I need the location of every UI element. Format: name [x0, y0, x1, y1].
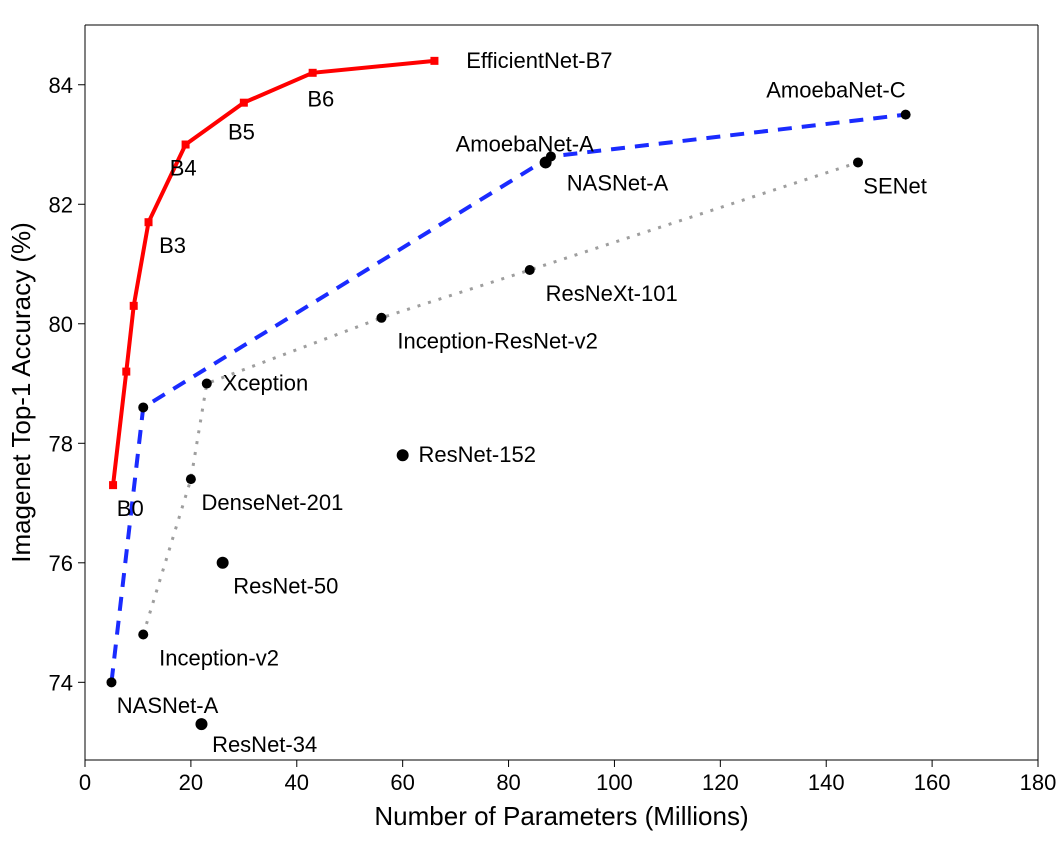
point-label: B6 [307, 87, 334, 112]
marker-efficientnet-line [430, 57, 438, 65]
point-label: AmoebaNet-A [456, 132, 595, 157]
marker-nasnet-line [106, 677, 116, 687]
point-label: Xception [223, 371, 309, 396]
point-label: B4 [170, 155, 197, 180]
marker-nasnet-line [901, 110, 911, 120]
marker-resnet-line [525, 265, 535, 275]
point-label: DenseNet-201 [201, 490, 343, 515]
marker-nasnet-line [138, 402, 148, 412]
y-axis-label: Imagenet Top-1 Accuracy (%) [6, 222, 36, 563]
y-tick-label: 74 [49, 670, 73, 695]
marker-efficientnet-line [309, 69, 317, 77]
x-tick-label: 60 [390, 770, 414, 795]
y-tick-label: 80 [49, 312, 73, 337]
x-tick-label: 80 [496, 770, 520, 795]
marker-resnet-line [138, 630, 148, 640]
y-tick-label: 78 [49, 431, 73, 456]
marker-efficientnet-line [109, 481, 117, 489]
point-label: AmoebaNet-C [766, 78, 906, 103]
point-label: ResNet-152 [419, 442, 536, 467]
point-label: ResNet-34 [212, 732, 317, 757]
x-tick-label: 140 [808, 770, 845, 795]
marker-resnet-line [853, 157, 863, 167]
marker-efficientnet-line [130, 302, 138, 310]
x-tick-label: 40 [285, 770, 309, 795]
x-tick-label: 160 [914, 770, 951, 795]
point-label: B0 [117, 496, 144, 521]
marker-efficientnet-line [122, 368, 130, 376]
point-label: B5 [228, 120, 255, 145]
x-tick-label: 0 [79, 770, 91, 795]
point-label: B3 [159, 233, 186, 258]
x-tick-label: 180 [1020, 770, 1057, 795]
x-tick-label: 100 [596, 770, 633, 795]
scatter-point [397, 449, 409, 461]
x-axis-label: Number of Parameters (Millions) [374, 801, 748, 831]
point-label: NASNet-A [567, 170, 669, 195]
point-label: EfficientNet-B7 [466, 48, 612, 73]
point-label: ResNeXt-101 [546, 281, 678, 306]
point-label: NASNet-A [117, 693, 219, 718]
marker-resnet-line [376, 313, 386, 323]
marker-efficientnet-line [145, 218, 153, 226]
y-tick-label: 82 [49, 192, 73, 217]
point-label: SENet [863, 173, 927, 198]
scatter-point [217, 557, 229, 569]
marker-efficientnet-line [182, 141, 190, 149]
x-tick-label: 20 [179, 770, 203, 795]
point-label: Inception-ResNet-v2 [397, 329, 598, 354]
y-tick-label: 84 [49, 73, 73, 98]
x-tick-label: 120 [702, 770, 739, 795]
marker-efficientnet-line [240, 99, 248, 107]
accuracy-vs-params-chart: 0 20 40 60 80 100 120 140 160 180 74 76 78 80 82 84 Numb… [0, 0, 1059, 843]
point-label: Inception-v2 [159, 645, 279, 670]
marker-resnet-line [202, 379, 212, 389]
y-tick-label: 76 [49, 551, 73, 576]
point-label: ResNet-50 [233, 574, 338, 599]
scatter-point [540, 156, 552, 168]
marker-resnet-line [186, 474, 196, 484]
scatter-point [195, 718, 207, 730]
